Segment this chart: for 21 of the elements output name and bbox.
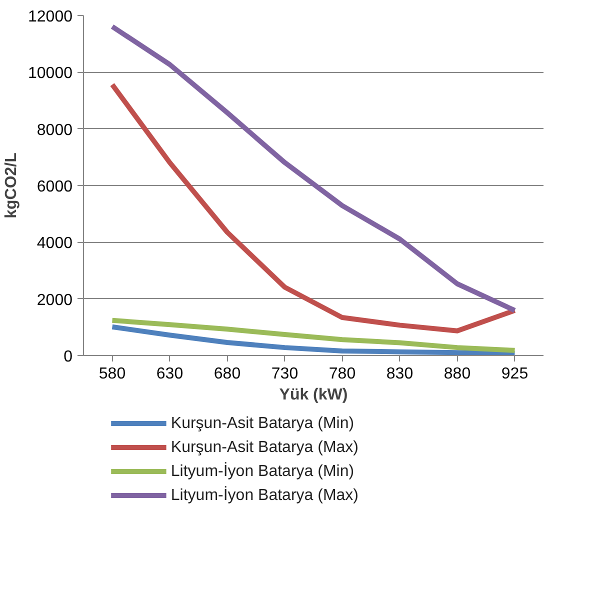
x-tick-label: 580 [98, 366, 126, 382]
y-tick-label: 6000 [36, 178, 73, 196]
y-tick-label: 2000 [36, 292, 73, 309]
y-tick-label: 8000 [36, 122, 73, 139]
x-tick-label: 880 [444, 366, 471, 382]
x-tick-label: 730 [271, 366, 298, 382]
x-tick-label: 925 [501, 366, 528, 382]
legend-label: Kurşun-Asit Batarya (Min) [170, 415, 354, 432]
x-tick-label: 830 [386, 366, 414, 382]
y-axis-title: kgCO2/L [3, 152, 20, 218]
x-tick-label: 630 [156, 366, 184, 382]
x-tick-label: 780 [328, 366, 356, 382]
legend-label: Lityum-İyon Batarya (Min) [170, 462, 354, 480]
legend-label: Lityum-İyon Batarya (Max) [170, 486, 359, 504]
y-tick-label: 0 [64, 348, 73, 366]
y-tick-label: 10000 [28, 65, 73, 82]
y-tick-label: 12000 [28, 8, 73, 26]
legend-label: Kurşun-Asit Batarya (Max) [170, 439, 359, 456]
x-axis-title: Yük (kW) [279, 386, 348, 404]
y-tick-label: 4000 [36, 235, 73, 252]
x-tick-label: 680 [214, 366, 241, 382]
